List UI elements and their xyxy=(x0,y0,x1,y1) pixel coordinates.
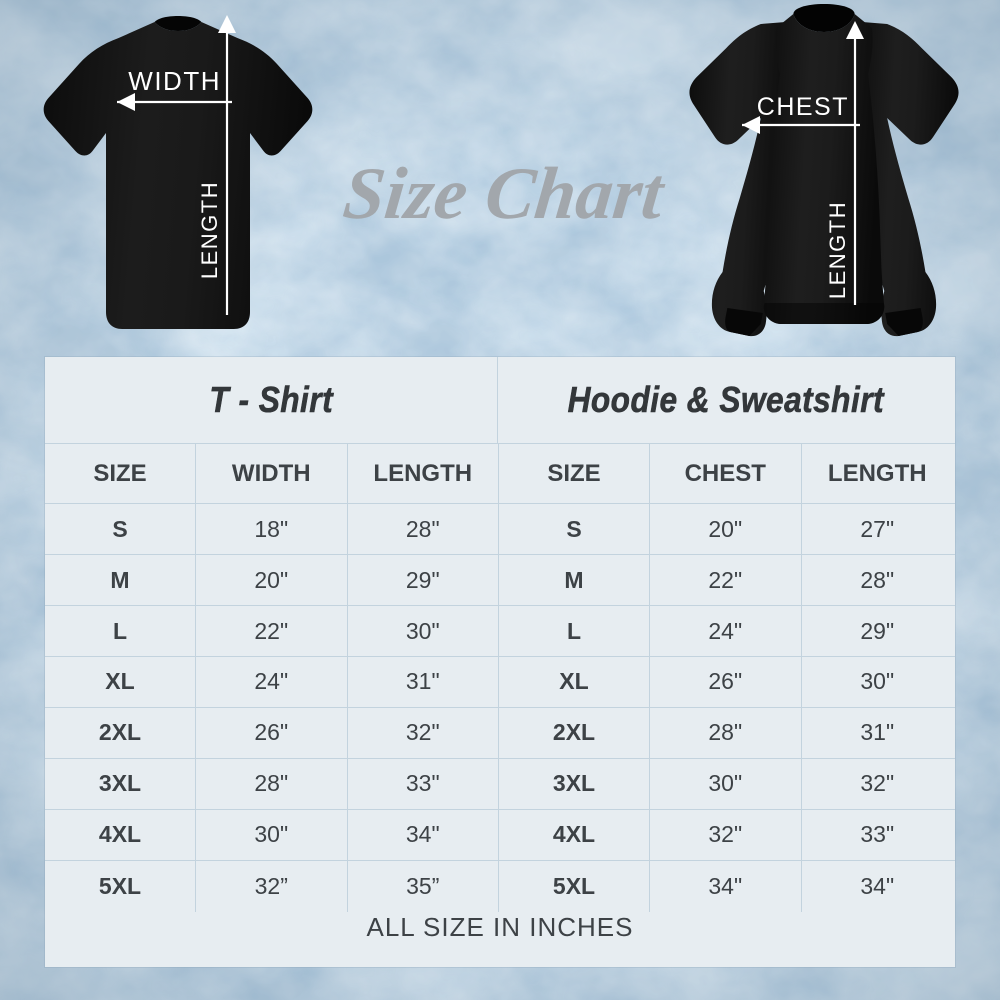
svg-text:WIDTH: WIDTH xyxy=(128,66,221,96)
svg-text:Size Chart: Size Chart xyxy=(340,153,670,235)
svg-text:LENGTH: LENGTH xyxy=(197,181,222,279)
svg-text:CHEST: CHEST xyxy=(757,93,849,121)
svg-text:LENGTH: LENGTH xyxy=(825,201,850,299)
